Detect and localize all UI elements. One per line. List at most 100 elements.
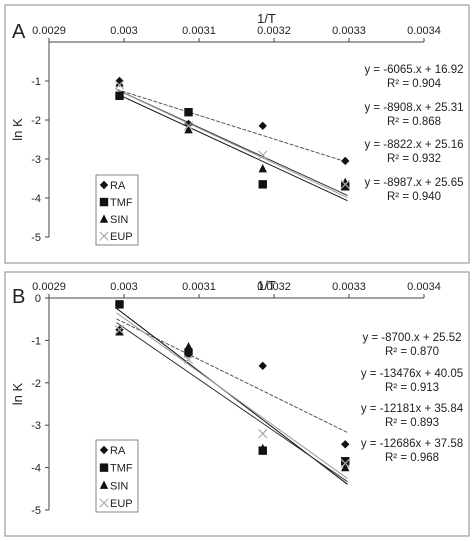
y-tick-label: -4	[31, 193, 41, 205]
legend-marker-eup	[99, 498, 109, 508]
x-tick-label: 0.0031	[182, 281, 216, 293]
r-squared-eup: R² = 0.968	[385, 452, 439, 464]
trendline-sin	[116, 322, 348, 483]
equation-ra: y = -6065.x + 16.92	[364, 64, 463, 76]
point-sin	[115, 327, 124, 336]
point-ra	[184, 119, 193, 129]
point-tmf	[115, 300, 124, 309]
point-sin	[258, 443, 267, 453]
point-tmf	[115, 91, 124, 101]
legend: RA TMF SIN EUP	[95, 439, 139, 513]
legend-marker-sin	[99, 214, 109, 223]
x-tick-label: 0.0033	[332, 25, 366, 37]
point-tmf	[184, 348, 193, 358]
equation-sin: y = -8822.x + 25.16	[364, 139, 463, 151]
x-axis-title: 1/T	[257, 278, 276, 293]
r-squared-sin: R² = 0.932	[387, 153, 441, 165]
legend-label-sin: SIN	[110, 480, 128, 492]
point-eup	[258, 429, 268, 439]
r-squared-ra: R² = 0.904	[387, 78, 442, 90]
point-sin	[341, 462, 350, 472]
r-squared-tmf: R² = 0.913	[385, 382, 439, 394]
point-eup	[114, 325, 125, 335]
x-tick-label: 0.0033	[332, 281, 366, 293]
y-tick-label: -4	[31, 463, 41, 475]
trendline-tmf	[116, 93, 348, 202]
trendline-eup	[116, 312, 348, 479]
x-axis-title: 1/T	[257, 11, 276, 26]
point-eup	[114, 80, 125, 90]
point-tmf	[341, 182, 350, 191]
legend-label-tmf: TMF	[110, 463, 133, 475]
legend-marker-eup	[99, 231, 109, 241]
point-sin	[258, 163, 267, 173]
y-tick-label: 0	[35, 293, 41, 305]
legend-marker-ra	[99, 180, 109, 190]
point-sin	[184, 341, 193, 351]
y-tick-label: -1	[31, 76, 41, 88]
x-tick-label: 0.0034	[407, 25, 441, 37]
legend-label-ra: RA	[110, 445, 126, 457]
y-tick-label: -1	[31, 335, 41, 347]
legend-marker-tmf	[99, 463, 109, 472]
y-tick-label: -2	[31, 378, 41, 390]
trendline-ra	[116, 318, 348, 433]
point-ra	[341, 156, 350, 166]
point-eup	[183, 121, 194, 131]
x-tick-label: 0.003	[110, 25, 138, 37]
legend-marker-tmf	[99, 197, 109, 207]
point-ra	[258, 361, 267, 371]
y-tick-label: -3	[31, 154, 41, 166]
equation-ra: y = -8700.x + 25.52	[362, 332, 461, 344]
y-tick-label: -3	[31, 420, 41, 432]
x-tick-label: 0.0029	[32, 281, 66, 293]
equation-tmf: y = -13476x + 40.05	[361, 368, 463, 380]
point-eup	[183, 354, 194, 365]
point-eup	[340, 179, 350, 189]
legend-marker-sin	[99, 480, 109, 489]
legend-label-eup: EUP	[110, 231, 133, 243]
point-sin	[341, 177, 350, 186]
r-squared-tmf: R² = 0.868	[387, 116, 441, 128]
point-sin	[184, 124, 193, 134]
y-axis-title: ln K	[10, 382, 25, 405]
x-tick-label: 0.0034	[407, 281, 441, 293]
panel-a: A 1/T ln K 0.0029 0.003 0.0031 0.0032 0.0033 0.0…	[4, 4, 470, 264]
panel-frame	[4, 4, 470, 264]
legend: RA TMF SIN EUP	[95, 174, 139, 246]
r-squared-eup: R² = 0.940	[387, 191, 441, 203]
trendline-eup	[116, 89, 348, 199]
point-tmf	[258, 180, 267, 189]
panel-b: B 1/T ln K 0.0029 0.003 0.0031 0.0032 0.0033 0.0…	[4, 271, 470, 537]
r-squared-sin: R² = 0.893	[385, 417, 439, 429]
x-tick-label: 0.0032	[257, 25, 291, 37]
x-tick-label: 0.0029	[32, 25, 66, 37]
equation-sin: y = -12181x + 35.84	[361, 403, 464, 415]
r-squared-ra: R² = 0.870	[385, 346, 439, 358]
panel-label: A	[12, 21, 26, 43]
legend-label-tmf: TMF	[110, 197, 133, 209]
equation-eup: y = -8987.x + 25.65	[364, 177, 463, 189]
point-tmf	[341, 457, 350, 466]
point-ra	[258, 121, 267, 131]
y-tick-label: -2	[31, 115, 41, 127]
x-tick-label: 0.0032	[257, 281, 291, 293]
legend-label-sin: SIN	[110, 214, 128, 226]
x-tick-label: 0.0031	[182, 25, 216, 37]
legend-marker-ra	[99, 445, 109, 455]
trendline-ra	[116, 88, 348, 163]
equation-tmf: y = -8908.x + 25.31	[364, 102, 463, 114]
point-sin	[115, 78, 124, 87]
y-tick-label: -5	[31, 505, 41, 517]
panel-label: B	[12, 286, 25, 308]
point-tmf	[184, 108, 193, 117]
equation-eup: y = -12686x + 37.58	[361, 438, 463, 450]
legend-label-ra: RA	[110, 180, 126, 192]
x-tick-label: 0.003	[110, 281, 138, 293]
legend-label-eup: EUP	[110, 498, 133, 510]
panel-frame	[4, 271, 470, 537]
point-eup	[258, 150, 268, 160]
y-axis-title: ln K	[10, 118, 25, 141]
